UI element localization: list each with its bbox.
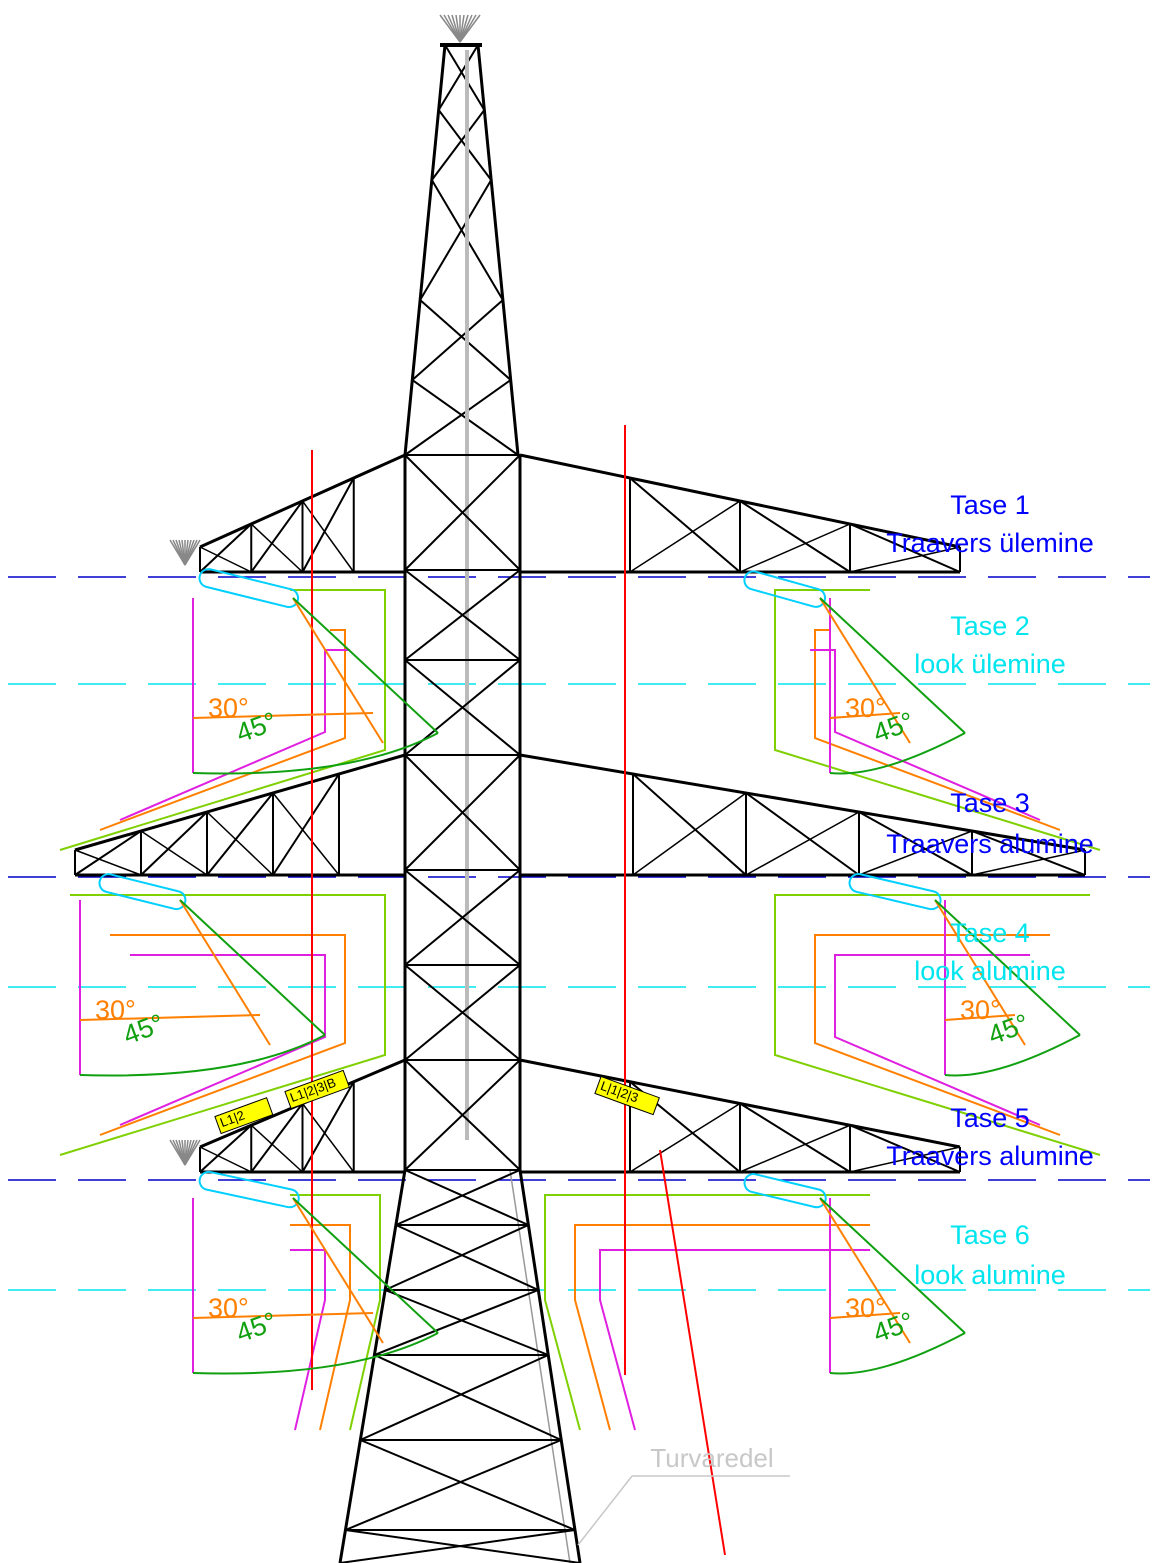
arm-brace [630,478,740,572]
arm-brace [740,1125,850,1172]
arm-brace [251,1125,302,1172]
arm-brace [200,524,251,572]
swing-arc [80,1035,325,1076]
phase-tag-label: L1|2 [218,1107,247,1130]
arm-brace [740,524,850,572]
outline [545,1195,870,1430]
insulator [98,872,188,911]
level-title: Tase 2 [950,611,1030,641]
level-subtitle: look alumine [914,956,1066,986]
brace [412,300,503,380]
tower-drawing: 30°45°30°45°30°45°30°45°30°45°30°45°Tase… [0,0,1160,1563]
leg [405,45,445,455]
arm-brace [251,524,302,572]
level-subtitle: Traavers ülemine [886,528,1094,558]
brace [405,1170,528,1225]
brace [396,1225,538,1290]
brace [360,1355,548,1440]
arm-brace [303,1104,354,1173]
arm-brace [630,1104,740,1173]
brace [405,380,511,455]
ladder-label: Turvaredel [650,1443,773,1473]
outline [575,1225,870,1430]
brace [374,1355,561,1440]
brace [345,1440,561,1530]
level-title: Tase 3 [950,788,1030,818]
level-title: Tase 5 [950,1103,1030,1133]
insulator [743,1172,828,1209]
arm-brace [207,812,273,875]
insulator [198,1170,301,1209]
level-subtitle: look ülemine [914,649,1066,679]
leg [520,1170,580,1563]
leader [578,1476,632,1545]
arm-brace [633,793,746,875]
brace [374,1290,538,1355]
outline [120,650,350,820]
level-title: Tase 4 [950,918,1030,948]
level-subtitle: Traavers alumine [886,829,1094,859]
axis-line [660,1150,725,1555]
arm-brace [746,793,859,875]
arm-brace [141,831,207,875]
outline [290,1225,350,1430]
arm-brace [273,793,339,875]
swing-arc [193,733,438,774]
brace [396,1170,520,1225]
insulator [848,872,943,911]
brace [360,1440,575,1530]
leg [478,45,518,455]
level-subtitle: Traavers alumine [886,1141,1094,1171]
brace [439,110,492,180]
level-title: Tase 6 [950,1220,1030,1250]
arm-brace [630,501,740,572]
arm-brace [746,812,859,875]
level-subtitle: look alumine [914,1260,1066,1290]
brace [385,1225,528,1290]
arm-brace [207,793,273,875]
brace [432,110,485,180]
level-title: Tase 1 [950,490,1030,520]
arm-brace [303,478,354,572]
arm-brace [303,501,354,572]
arm-brace [200,1147,251,1172]
outline [290,1250,325,1430]
